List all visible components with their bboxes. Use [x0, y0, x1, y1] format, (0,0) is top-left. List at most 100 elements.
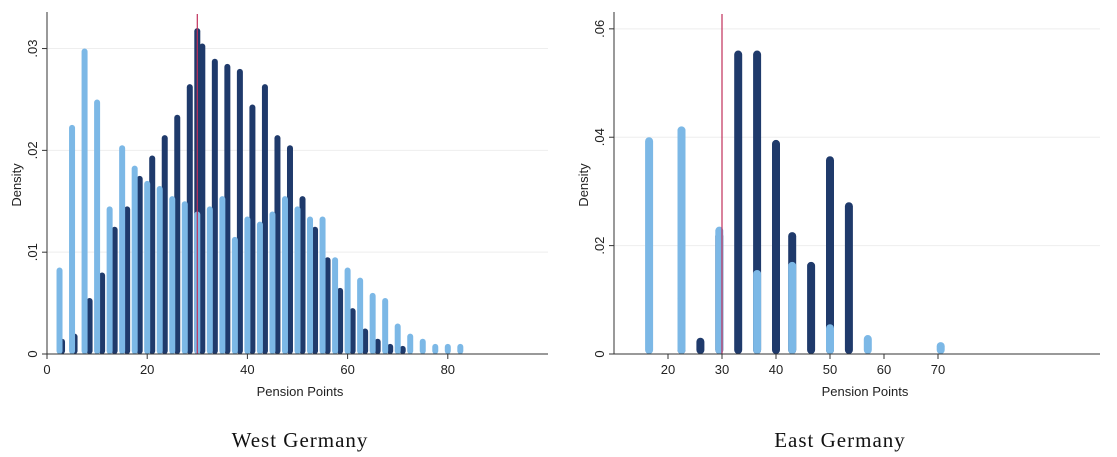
east-bar-series-1 — [807, 261, 816, 354]
west-germany-panel: 0 20 40 60 80 0 .01 .02 .03 Pension Points Densi… — [9, 12, 548, 452]
west-bar-series-1 — [274, 135, 281, 354]
west-bar-series-1 — [299, 196, 306, 354]
east-bar-series-2 — [936, 342, 945, 354]
east-x-axis-label: Pension Points — [822, 384, 909, 399]
west-bar-series-1 — [387, 343, 394, 354]
west-bar-series-1 — [149, 155, 156, 354]
west-bar-series-2 — [156, 186, 163, 354]
west-bar-series-2 — [307, 216, 314, 354]
west-bar-series-1 — [224, 63, 231, 355]
west-bar-series-1 — [324, 257, 331, 354]
east-bar-series-1 — [826, 156, 834, 354]
east-y-tick-label: .02 — [592, 237, 607, 255]
west-x-tick-label: 60 — [340, 362, 354, 377]
west-bar-series-2 — [357, 277, 364, 354]
west-bar-series-2 — [407, 333, 414, 354]
east-x-tick-label: 20 — [661, 362, 675, 377]
west-x-tick-label: 0 — [43, 362, 50, 377]
east-grid — [614, 28, 1100, 247]
west-bar-series-1 — [111, 226, 118, 354]
west-bar-series-2 — [56, 267, 63, 354]
west-bar-series-1 — [286, 145, 293, 354]
west-bar-series-2 — [81, 48, 88, 354]
west-bar-series-2 — [169, 196, 176, 354]
west-bar-series-2 — [369, 292, 376, 354]
east-x-tick-label: 60 — [877, 362, 891, 377]
west-bar-series-2 — [419, 338, 426, 354]
west-bar-series-1 — [249, 104, 256, 354]
west-x-tick-label: 40 — [240, 362, 254, 377]
west-y-tick-label: .02 — [25, 141, 40, 159]
east-bar-series-2 — [863, 335, 872, 354]
west-bar-series-2 — [382, 298, 389, 354]
east-bar-series-1 — [696, 337, 705, 354]
west-bar-series-2 — [256, 221, 263, 354]
west-y-tick-label: 0 — [25, 350, 40, 357]
east-x-tick-label: 30 — [715, 362, 729, 377]
east-bar-series-2 — [753, 270, 762, 354]
west-bar-series-2 — [332, 257, 339, 354]
east-x-tick-label: 50 — [823, 362, 837, 377]
west-y-axis-label: Density — [9, 163, 24, 207]
west-bar-series-2 — [344, 267, 351, 354]
east-bar-series-2 — [788, 261, 797, 354]
east-y-tick-label: 0 — [592, 350, 607, 357]
west-bars — [56, 28, 464, 355]
west-bar-series-2 — [219, 196, 226, 354]
west-bar-series-2 — [144, 180, 151, 354]
west-bar-series-1 — [174, 114, 181, 355]
west-bar-series-1 — [124, 206, 131, 354]
west-bar-series-1 — [399, 345, 406, 354]
west-bar-series-1 — [312, 226, 319, 354]
west-bar-series-2 — [319, 216, 326, 354]
west-bar-series-2 — [244, 216, 251, 354]
west-bar-series-2 — [69, 124, 76, 354]
west-bar-series-2 — [231, 236, 238, 354]
east-bar-series-2 — [715, 226, 724, 354]
west-x-tick-label: 80 — [441, 362, 455, 377]
west-axes: 0 20 40 60 80 0 .01 .02 .03 — [25, 12, 548, 377]
west-bar-series-2 — [444, 343, 451, 354]
west-bar-series-1 — [99, 272, 106, 354]
west-bar-series-1 — [186, 84, 193, 354]
east-bar-series-1 — [772, 139, 780, 354]
west-bar-series-1 — [261, 84, 268, 354]
east-bar-series-1 — [844, 202, 853, 354]
west-bar-series-1 — [236, 68, 243, 354]
east-bar-series-2 — [645, 137, 654, 354]
west-bar-series-2 — [94, 99, 101, 354]
east-y-tick-label: .06 — [592, 20, 607, 38]
west-bar-series-2 — [119, 145, 126, 354]
west-bar-series-1 — [211, 58, 218, 355]
east-bar-series-2 — [677, 126, 686, 354]
west-caption: West Germany — [232, 428, 369, 452]
west-bar-series-1 — [337, 287, 344, 354]
west-bar-series-2 — [181, 201, 188, 354]
east-germany-panel: 20 30 40 50 60 70 0 .02 .04 .06 Pension Points De… — [576, 12, 1100, 452]
east-axes: 20 30 40 50 60 70 0 .02 .04 .06 — [592, 12, 1100, 377]
east-caption: East Germany — [774, 428, 906, 452]
west-bar-series-1 — [349, 308, 356, 354]
west-bar-series-2 — [294, 206, 301, 354]
east-y-axis-label: Density — [576, 163, 591, 207]
west-bar-series-2 — [106, 206, 113, 354]
east-x-tick-label: 40 — [769, 362, 783, 377]
west-bar-series-2 — [281, 196, 288, 354]
west-bar-series-2 — [432, 343, 439, 354]
west-bar-series-2 — [394, 323, 401, 354]
west-y-tick-label: .01 — [25, 243, 40, 261]
west-bar-series-2 — [457, 343, 464, 354]
east-y-tick-label: .04 — [592, 128, 607, 146]
east-bar-series-2 — [826, 324, 834, 354]
west-x-axis-label: Pension Points — [257, 384, 344, 399]
west-bar-series-1 — [199, 43, 206, 355]
west-x-tick-label: 20 — [140, 362, 154, 377]
west-bar-series-2 — [269, 211, 276, 354]
west-y-tick-label: .03 — [25, 40, 40, 58]
west-bar-series-1 — [86, 298, 93, 354]
west-bar-series-1 — [161, 135, 168, 354]
west-bar-series-2 — [131, 165, 138, 354]
east-bar-series-1 — [734, 50, 743, 355]
west-bar-series-1 — [136, 175, 143, 354]
